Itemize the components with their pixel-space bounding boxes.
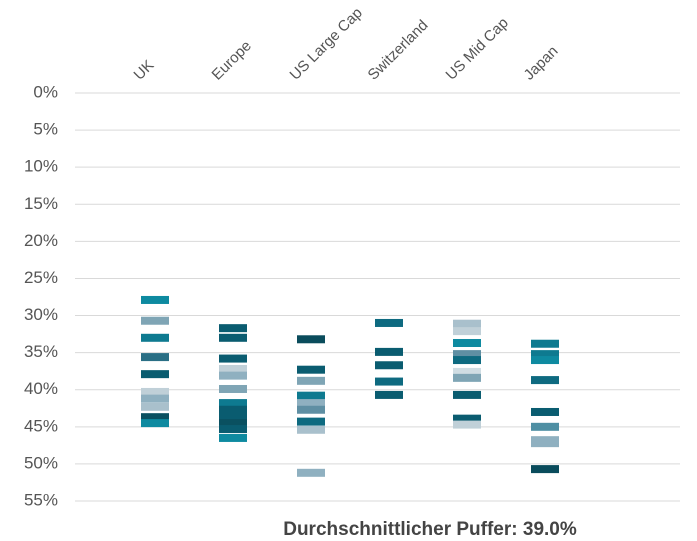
strip-mark [141,419,169,428]
strip-mark [297,399,325,408]
strip-mark [219,384,247,393]
strip-mark [531,422,559,431]
strip-mark [297,391,325,400]
strip-mark [219,371,247,380]
x-tick-label: UK [131,57,158,84]
y-tick-label: 45% [24,416,58,435]
strip-mark [375,390,403,399]
strip-mark [375,318,403,327]
y-tick-label: 10% [24,157,58,176]
strip-mark [531,407,559,416]
strip-mark [453,356,481,365]
strip-mark [141,413,169,422]
y-tick-label: 40% [24,379,58,398]
x-tick-label: Japan [521,43,562,84]
y-tick-label: 35% [24,342,58,361]
y-tick-label: 55% [24,490,58,509]
strip-mark [219,433,247,442]
y-tick-label: 5% [33,120,58,139]
strip-mark [453,327,481,336]
x-tick-label: US Large Cap [287,4,366,83]
y-tick-label: 30% [24,305,58,324]
strip-mark [453,373,481,382]
strip-mark [141,353,169,362]
strip-mark [219,411,247,420]
strip-mark [453,350,481,359]
strip-mark [453,338,481,347]
x-tick-label: Europe [209,37,255,83]
strip-mark [219,425,247,434]
annotation: Durchschnittlicher Puffer: 39.0% [283,519,577,540]
strip-mark [219,333,247,342]
strip-mark [219,324,247,333]
strip-mark [219,399,247,408]
strip-mark [297,365,325,374]
strip-mark [219,354,247,363]
strip-mark [219,405,247,414]
strip-mark [531,376,559,385]
strip-mark [453,420,481,429]
strip-mark [531,439,559,448]
strip-mark [219,364,247,373]
strip-mark [375,347,403,356]
y-tick-label: 15% [24,194,58,213]
strip-mark [297,376,325,385]
strip-mark [531,465,559,474]
strip-mark [531,350,559,359]
strip-mark [141,316,169,325]
y-tick-label: 25% [24,268,58,287]
strip-mark [297,425,325,434]
strip-mark [297,405,325,414]
strip-mark [141,333,169,342]
strip-mark [141,370,169,379]
strip-mark [531,356,559,365]
strip-mark [141,394,169,403]
strip-mark [297,468,325,477]
strip-mark [375,361,403,370]
strip-mark [141,387,169,396]
strip-mark [453,367,481,376]
strip-mark [453,319,481,328]
y-tick-label: 0% [33,82,58,101]
strip-mark [219,419,247,428]
strip-mark [531,339,559,348]
strip-mark [141,295,169,304]
strip-mark [453,414,481,423]
strip-mark [375,377,403,386]
x-tick-label: Switzerland [365,17,432,84]
y-tick-label: 50% [24,453,58,472]
strip-mark [297,417,325,426]
y-tick-label: 20% [24,231,58,250]
strip-mark [141,402,169,411]
strip-mark [453,390,481,399]
x-tick-label: US Mid Cap [443,14,512,83]
strip-mark [297,335,325,344]
